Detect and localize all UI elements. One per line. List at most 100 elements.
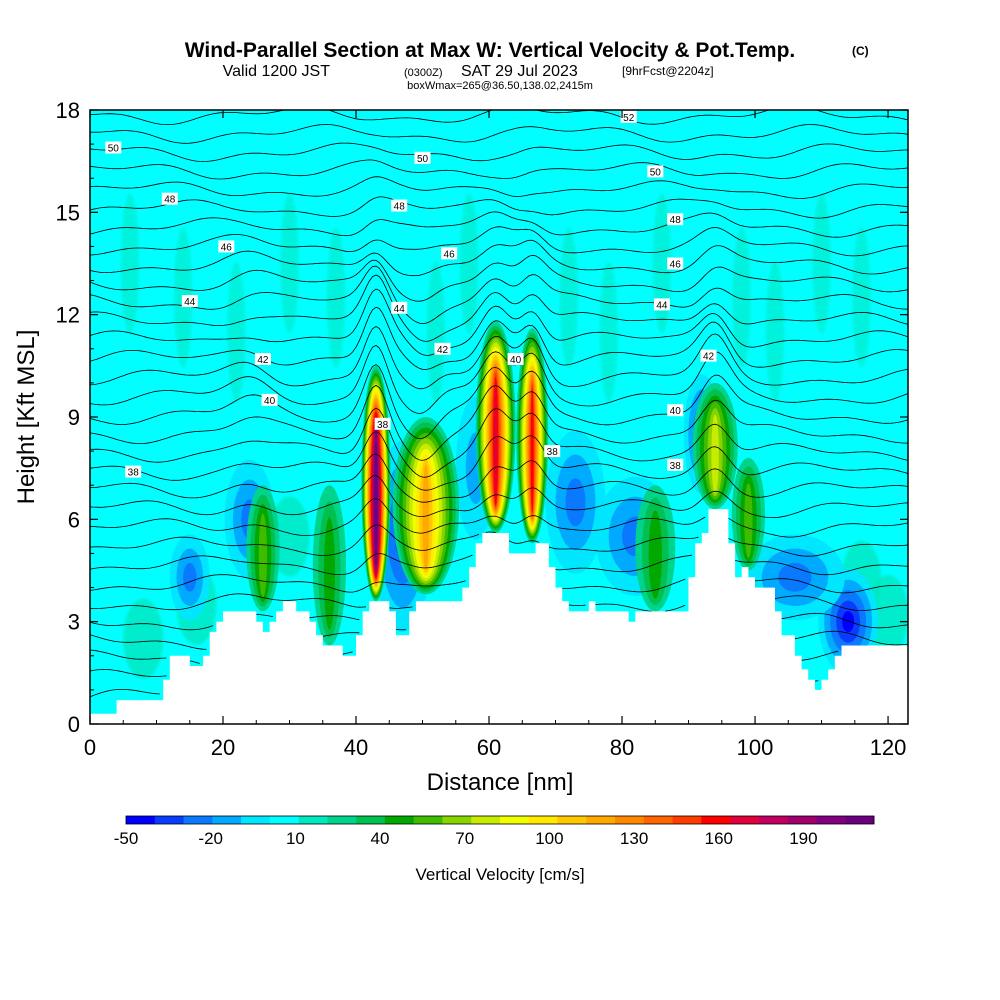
valid-date: SAT 29 Jul 2023 <box>461 63 578 80</box>
colorbar-tick-label: -20 <box>198 829 223 848</box>
x-tick-label: 120 <box>870 735 907 760</box>
colorbar-tick-label: -50 <box>114 829 139 848</box>
theta-contour-line <box>90 254 908 302</box>
theta-contour-line <box>90 124 908 144</box>
theta-label-text: 42 <box>257 355 269 366</box>
theta-contour-line <box>90 344 908 414</box>
theta-contour-label: 38 <box>667 458 684 472</box>
theta-contour-label: 46 <box>218 240 235 253</box>
colorbar-swatch <box>787 816 817 824</box>
theta-label-box <box>544 445 561 458</box>
updraft-cells <box>246 321 766 646</box>
theta-label-box <box>391 301 408 314</box>
theta-label-box <box>620 110 637 123</box>
colorbar-swatch <box>845 816 875 824</box>
colorbar-tick-label: 40 <box>371 829 390 848</box>
downdraft-band <box>183 562 197 592</box>
theta-contour-line <box>90 612 908 631</box>
colorbar-swatch <box>327 816 357 824</box>
theta-contour-label: 38 <box>374 417 391 431</box>
plot-area: 52 50 50 50 48 48 48 46 46 46 44 44 44 42 42 42 40 40 40 38… <box>90 110 908 724</box>
forecast-info: [9hrFcst@2204z] <box>622 64 714 78</box>
theta-contour-line <box>90 689 160 698</box>
y-tick-label: 12 <box>56 303 80 328</box>
x-tick-label: 60 <box>477 735 501 760</box>
colorbar-swatch <box>356 816 386 824</box>
theta-contour-line <box>90 453 908 503</box>
theta-contour-line <box>90 574 908 594</box>
theta-contour-line <box>90 211 908 238</box>
theta-label-text: 44 <box>394 304 406 315</box>
y-tick-label: 18 <box>56 98 80 123</box>
theta-contour-label: 40 <box>507 353 524 366</box>
theta-label-box <box>667 257 684 270</box>
x-tick-label: 20 <box>211 735 235 760</box>
theta-label-text: 50 <box>417 154 429 165</box>
theta-contour-line <box>90 159 908 180</box>
theta-label-text: 38 <box>547 447 559 458</box>
theta-label-text: 50 <box>650 167 662 178</box>
colorbar-swatch <box>413 816 443 824</box>
theta-contour-line <box>90 524 908 557</box>
theta-label-text: 48 <box>394 202 406 213</box>
colorbar-swatch <box>816 816 846 824</box>
valid-utc: (0300Z) <box>404 67 443 79</box>
theta-label-box <box>391 199 408 212</box>
y-tick-label: 6 <box>68 507 80 532</box>
theta-contour-line <box>90 226 908 257</box>
colorbar-swatch <box>586 816 616 824</box>
theta-label-box <box>105 141 122 154</box>
theta-contour-label: 42 <box>700 349 717 363</box>
colorbar-swatch <box>384 816 415 824</box>
downdraft-band <box>565 478 586 527</box>
theta-label-box <box>218 240 235 253</box>
colorbar-frame <box>125 815 875 825</box>
colorbar-swatch <box>126 816 156 824</box>
colorbar-swatch <box>269 816 300 824</box>
copyright-mark: (C) <box>852 44 869 58</box>
downdraft-band <box>842 611 855 633</box>
theta-contour-label: 40 <box>261 393 278 407</box>
theta-contour-label: 38 <box>544 445 561 458</box>
upper-streak <box>559 227 578 368</box>
theta-contour-label: 42 <box>434 342 451 356</box>
upper-streak <box>327 227 346 368</box>
theta-contour-line <box>90 265 908 325</box>
theta-label-text: 38 <box>670 461 682 472</box>
colorbar-swatch <box>557 816 587 824</box>
theta-label-box <box>161 192 178 205</box>
theta-label-text: 48 <box>670 215 682 226</box>
theta-contour-label: 48 <box>161 192 178 206</box>
theta-contour-label: 46 <box>441 247 458 260</box>
colorbar-tick-label: 190 <box>789 829 817 848</box>
colorbar-swatch <box>298 816 328 824</box>
theta-contour-label: 52 <box>620 110 637 124</box>
theta-label-text: 40 <box>264 396 276 407</box>
theta-label-box <box>254 353 271 365</box>
colorbar-swatch <box>701 816 731 824</box>
theta-contour-label: 50 <box>105 141 122 155</box>
theta-contour-line <box>90 593 908 612</box>
theta-label-box <box>507 353 524 365</box>
theta-label-text: 38 <box>128 468 140 479</box>
upper-streak <box>765 261 784 402</box>
colorbar-swatch <box>500 816 530 824</box>
theta-label-box <box>667 404 684 417</box>
upper-streak <box>227 261 246 402</box>
low-level-patch <box>868 574 908 655</box>
colorbar-tick-label: 130 <box>620 829 648 848</box>
x-tick-label: 80 <box>610 735 634 760</box>
theta-contour-line <box>90 384 908 461</box>
y-axis-label: Height [Kft MSL] <box>13 330 40 505</box>
low-level-patch <box>269 496 310 577</box>
colorbar-tick-label: 10 <box>286 829 305 848</box>
theta-contour-label: 48 <box>667 213 684 226</box>
theta-contour-label: 46 <box>667 257 684 271</box>
colorbar-swatch <box>212 816 242 824</box>
colorbar-swatch <box>758 816 789 824</box>
theta-contour-line <box>90 630 908 650</box>
colorbar-swatch <box>241 816 271 824</box>
upper-streak <box>120 193 139 334</box>
theta-label-text: 40 <box>510 355 522 366</box>
